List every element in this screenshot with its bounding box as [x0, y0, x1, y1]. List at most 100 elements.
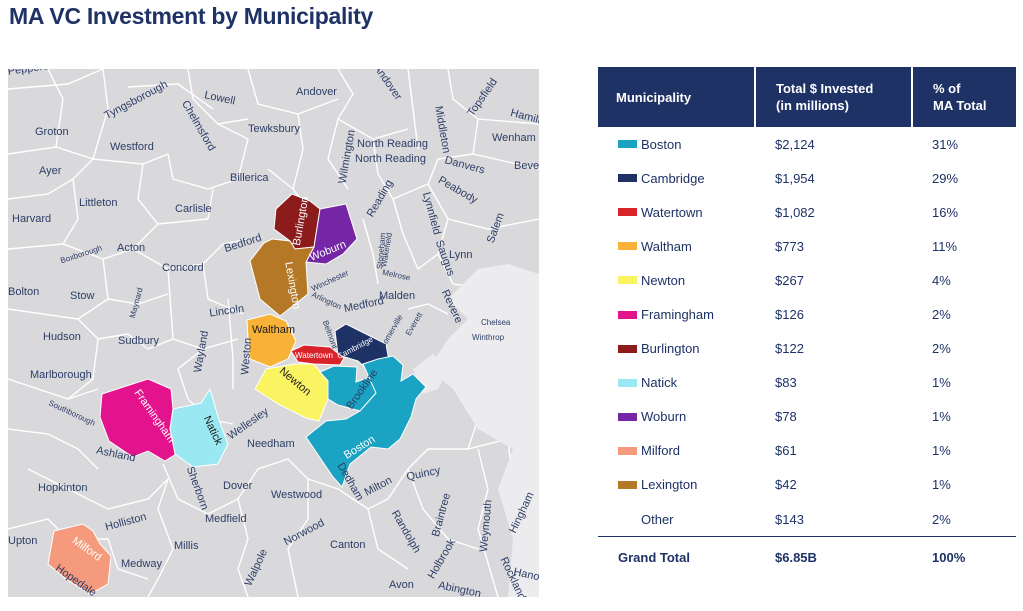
municipality-table: Municipality Total $ Invested (in million…	[598, 67, 1016, 578]
pct-value: 1%	[932, 375, 951, 391]
legend-swatch	[618, 515, 637, 523]
legend-swatch	[618, 378, 637, 387]
municipality-cell: Waltham	[598, 229, 755, 263]
municipality-name: Burlington	[641, 341, 700, 357]
svg-text:North Reading: North Reading	[357, 138, 428, 150]
svg-text:Weymouth: Weymouth	[478, 499, 495, 552]
grand-total-row: Grand Total $6.85B 100%	[598, 536, 1016, 578]
legend-swatch	[618, 412, 637, 421]
pct-value: 1%	[932, 409, 951, 425]
svg-text:Concord: Concord	[162, 262, 204, 274]
municipality-name: Woburn	[641, 409, 687, 425]
svg-text:Harvard: Harvard	[12, 213, 51, 225]
invested-value: $2,124	[775, 136, 815, 152]
municipality-cell: Other	[598, 502, 755, 537]
svg-text:Pepperell: Pepperell	[8, 69, 55, 78]
svg-text:Westford: Westford	[110, 141, 154, 153]
municipality-name: Lexington	[641, 477, 698, 493]
invested-value: $78	[775, 409, 797, 425]
invested-value: $773	[775, 238, 804, 254]
svg-text:Dover: Dover	[223, 480, 253, 492]
municipality-cell: Watertown	[598, 195, 755, 229]
svg-text:Medfield: Medfield	[205, 513, 247, 525]
boston-region	[305, 355, 427, 488]
legend-swatch	[618, 242, 637, 251]
table-row: Watertown $1,082 16%	[598, 195, 1016, 229]
table-row: Burlington $122 2%	[598, 332, 1016, 366]
municipality-name: Other	[641, 511, 674, 527]
pct-value: 4%	[932, 272, 951, 288]
svg-text:Hudson: Hudson	[43, 331, 81, 343]
pct-value: 16%	[932, 204, 959, 220]
svg-text:Sudbury: Sudbury	[118, 335, 159, 347]
legend-swatch	[618, 140, 637, 149]
svg-text:Acton: Acton	[117, 242, 145, 254]
municipality-name: Framingham	[641, 307, 714, 323]
svg-text:Marlborough: Marlborough	[30, 369, 92, 381]
pct-value: 29%	[932, 170, 959, 186]
lexington-region	[249, 238, 315, 317]
municipality-map: Pepperell Tyngsborough Lowell Andover An…	[8, 69, 539, 597]
svg-text:Malden: Malden	[379, 290, 415, 302]
svg-text:Lynn: Lynn	[449, 249, 472, 261]
svg-text:Stoneham: Stoneham	[375, 232, 387, 269]
pct-value: 2%	[932, 511, 951, 527]
grand-total-value: $6.85B	[755, 536, 912, 578]
pct-value: 31%	[932, 136, 959, 152]
svg-text:Stow: Stow	[70, 290, 95, 302]
municipality-cell: Woburn	[598, 400, 755, 434]
table-row: Other $143 2%	[598, 502, 1016, 537]
table-row: Milford $61 1%	[598, 434, 1016, 468]
municipality-name: Boston	[641, 136, 682, 152]
svg-text:Hopkinton: Hopkinton	[38, 482, 88, 494]
col-municipality-header: Municipality	[598, 67, 755, 127]
svg-text:Westwood: Westwood	[271, 489, 322, 501]
invested-value: $61	[775, 443, 797, 459]
municipality-cell: Framingham	[598, 297, 755, 331]
col-invested-header: Total $ Invested (in millions)	[754, 67, 912, 127]
table-row: Woburn $78 1%	[598, 400, 1016, 434]
legend-swatch	[618, 310, 637, 319]
svg-text:Avon: Avon	[389, 579, 414, 591]
municipality-name: Waltham	[641, 238, 692, 254]
pct-value: 2%	[932, 307, 951, 323]
table-row: Framingham $126 2%	[598, 297, 1016, 331]
invested-value: $122	[775, 341, 804, 357]
invested-value: $267	[775, 272, 804, 288]
table-row: Waltham $773 11%	[598, 229, 1016, 263]
invested-value: $126	[775, 307, 804, 323]
svg-text:Groton: Groton	[35, 126, 69, 138]
svg-text:Upton: Upton	[8, 535, 37, 547]
municipality-cell: Lexington	[598, 468, 755, 502]
invested-value: $1,954	[775, 170, 815, 186]
municipality-cell: Natick	[598, 366, 755, 400]
svg-text:Andover: Andover	[296, 86, 337, 98]
table-row: Boston $2,124 31%	[598, 127, 1016, 161]
invested-value: $143	[775, 511, 804, 527]
municipality-cell: Cambridge	[598, 161, 755, 195]
watertown-region	[290, 344, 345, 366]
invested-value: $83	[775, 375, 797, 391]
svg-text:Waltham: Waltham	[252, 324, 295, 336]
svg-text:Needham: Needham	[247, 438, 295, 450]
municipality-cell: Boston	[598, 127, 755, 161]
svg-text:Medway: Medway	[121, 558, 162, 570]
municipality-cell: Newton	[598, 263, 755, 297]
natick-region	[169, 387, 229, 468]
legend-swatch	[618, 344, 637, 353]
invested-value: $1,082	[775, 204, 815, 220]
svg-text:Ayer: Ayer	[39, 165, 62, 177]
svg-text:Wenham: Wenham	[492, 132, 536, 144]
svg-text:Chelsea: Chelsea	[481, 318, 511, 327]
municipality-name: Natick	[641, 375, 678, 391]
legend-swatch	[618, 174, 637, 183]
svg-text:Bolton: Bolton	[8, 286, 39, 298]
municipality-name: Milford	[641, 443, 681, 459]
legend-swatch	[618, 208, 637, 217]
col-pct-header: % of MA Total	[911, 67, 1016, 127]
svg-text:Littleton: Littleton	[79, 197, 118, 209]
table-row: Cambridge $1,954 29%	[598, 161, 1016, 195]
grand-total-pct: 100%	[912, 536, 1016, 578]
legend-swatch	[618, 481, 637, 490]
municipality-name: Watertown	[641, 204, 703, 220]
